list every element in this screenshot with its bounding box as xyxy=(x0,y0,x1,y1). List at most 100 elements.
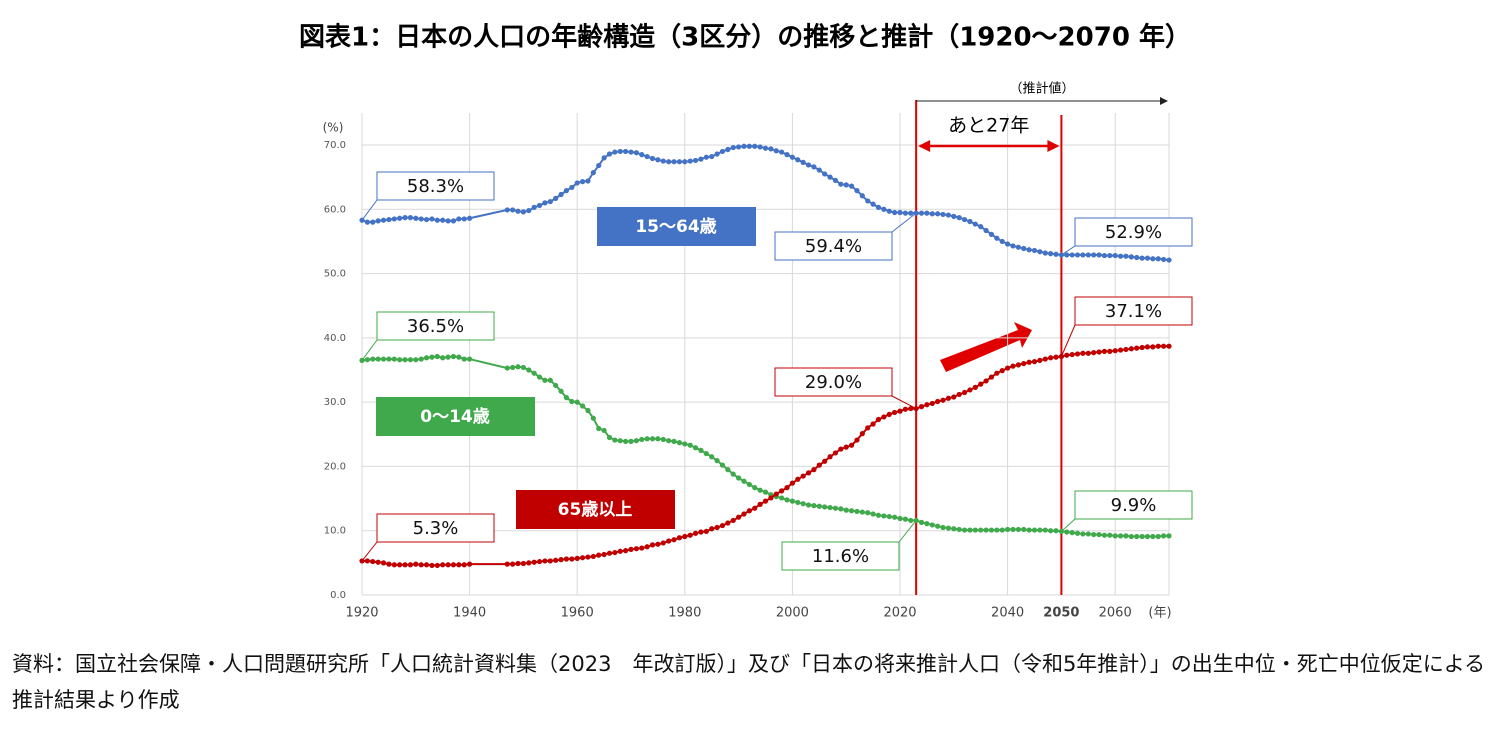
data-point xyxy=(1021,245,1027,252)
data-point xyxy=(838,446,844,452)
data-point xyxy=(536,558,543,565)
data-point xyxy=(730,471,736,477)
data-point xyxy=(1134,533,1140,540)
data-point xyxy=(805,162,812,168)
data-point xyxy=(563,188,570,194)
data-point xyxy=(1026,527,1032,533)
data-point xyxy=(768,495,774,501)
data-point xyxy=(1139,255,1145,261)
data-point xyxy=(563,556,570,562)
data-point xyxy=(1123,346,1129,353)
data-point xyxy=(897,515,903,522)
data-point xyxy=(1069,351,1075,358)
data-point xyxy=(1074,530,1081,536)
data-point xyxy=(897,209,903,216)
data-point xyxy=(1117,347,1124,353)
data-point xyxy=(676,535,683,541)
data-point xyxy=(746,143,752,149)
data-point xyxy=(402,562,408,568)
data-point xyxy=(456,216,462,222)
data-point xyxy=(736,475,742,481)
data-label: 5.3% xyxy=(413,518,459,539)
data-point xyxy=(612,549,618,556)
data-label: 11.6% xyxy=(812,546,869,567)
data-point xyxy=(1080,252,1086,258)
data-point xyxy=(875,204,882,210)
data-point xyxy=(822,504,828,510)
data-point xyxy=(461,356,467,362)
data-point xyxy=(391,562,397,568)
data-point xyxy=(800,473,806,479)
data-point xyxy=(983,227,989,234)
data-point xyxy=(843,444,849,450)
projection-label: （推計値） xyxy=(1010,81,1075,97)
data-point xyxy=(574,399,580,405)
data-point xyxy=(838,181,844,187)
data-point xyxy=(423,562,430,568)
data-point xyxy=(773,491,779,497)
data-point xyxy=(902,406,908,412)
data-point xyxy=(1134,254,1140,261)
data-point xyxy=(1026,359,1032,365)
data-point xyxy=(1150,344,1156,350)
data-point xyxy=(397,357,403,363)
data-point xyxy=(1064,352,1070,358)
data-point xyxy=(1150,533,1156,540)
data-point xyxy=(1085,350,1091,356)
data-point xyxy=(1139,344,1145,351)
data-point xyxy=(569,556,575,562)
data-point xyxy=(692,445,699,451)
data-point xyxy=(1053,354,1059,360)
data-point xyxy=(402,357,408,363)
x-tick-label: 2020 xyxy=(883,606,916,621)
data-point xyxy=(520,364,527,371)
data-point xyxy=(692,157,699,164)
data-point xyxy=(628,546,634,552)
data-point xyxy=(370,558,376,565)
data-point xyxy=(1155,343,1161,349)
data-point xyxy=(612,149,618,155)
data-point xyxy=(1026,247,1032,253)
data-point xyxy=(440,562,446,568)
data-point xyxy=(1107,532,1113,538)
data-point xyxy=(1166,533,1172,539)
y-tick-label: 40.0 xyxy=(324,333,346,344)
data-point xyxy=(1010,363,1016,369)
callout-pointer xyxy=(361,541,378,562)
callout-box xyxy=(774,231,893,261)
data-point xyxy=(762,145,769,151)
data-point xyxy=(956,215,962,221)
data-point xyxy=(1123,253,1129,259)
y-tick-label: 60.0 xyxy=(324,204,346,215)
data-point xyxy=(526,367,532,373)
data-point xyxy=(660,158,666,164)
arrow-head xyxy=(1047,140,1060,152)
data-point xyxy=(789,154,796,160)
data-point xyxy=(526,560,532,566)
data-point xyxy=(816,503,822,509)
data-point xyxy=(1080,350,1086,356)
data-point xyxy=(461,216,467,222)
data-point xyxy=(666,438,672,444)
data-point xyxy=(961,527,968,533)
data-point xyxy=(1117,253,1124,259)
callout-box xyxy=(376,311,495,341)
data-point xyxy=(1096,531,1102,538)
data-point xyxy=(988,231,995,237)
data-point xyxy=(730,517,736,524)
data-point xyxy=(859,431,865,437)
data-point xyxy=(617,148,623,155)
data-point xyxy=(935,523,941,529)
data-point xyxy=(961,389,968,396)
data-point xyxy=(633,546,639,552)
data-point xyxy=(370,356,376,362)
data-point xyxy=(827,504,833,511)
data-point xyxy=(1064,252,1070,258)
data-point xyxy=(655,157,661,163)
data-point xyxy=(961,216,968,223)
callout-box xyxy=(376,171,495,201)
data-point xyxy=(687,532,693,538)
data-point xyxy=(983,527,989,533)
callout-pointer xyxy=(891,395,917,410)
data-point xyxy=(1053,528,1059,534)
